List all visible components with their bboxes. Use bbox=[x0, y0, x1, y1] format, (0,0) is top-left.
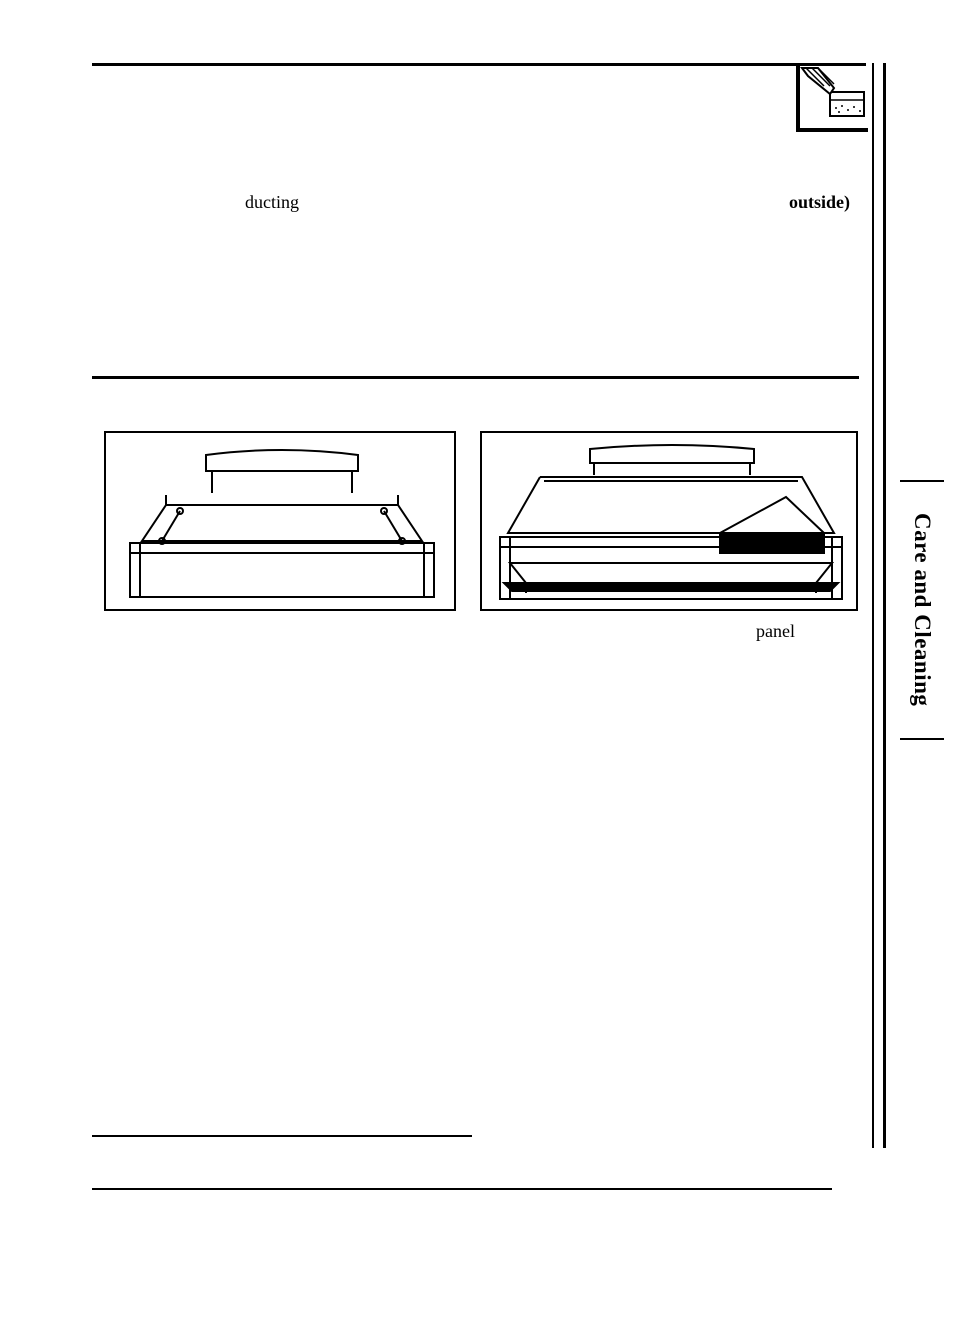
bottom-rule bbox=[92, 1188, 832, 1190]
figure-dryer-hinge-rods bbox=[104, 431, 456, 611]
right-inner-rule bbox=[872, 63, 874, 1148]
mid-rule bbox=[92, 376, 859, 379]
word-ducting: ducting bbox=[245, 193, 299, 211]
wipe-icon bbox=[796, 66, 868, 132]
top-rule bbox=[92, 63, 866, 66]
word-panel: panel bbox=[756, 622, 795, 640]
section-tab-care-and-cleaning: Care and Cleaning bbox=[900, 480, 944, 740]
right-outer-rule bbox=[883, 63, 886, 1148]
word-outside: outside) bbox=[789, 193, 850, 211]
section-tab-label: Care and Cleaning bbox=[909, 513, 935, 706]
lower-left-rule bbox=[92, 1135, 472, 1137]
figure-dryer-lint-panel bbox=[480, 431, 858, 611]
